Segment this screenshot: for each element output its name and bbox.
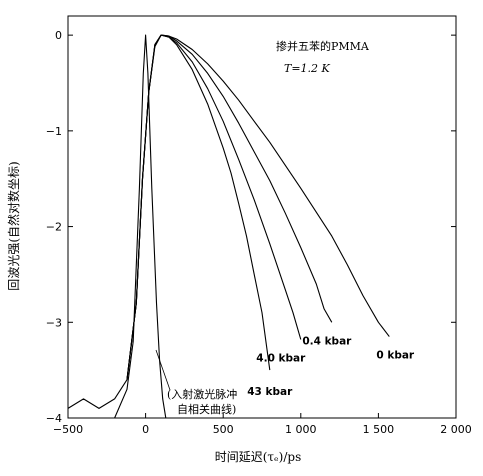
laser-note-line1: (入射激光脉冲: [167, 387, 237, 401]
x-tick-label: 1 000: [285, 423, 317, 436]
series: [67, 34, 390, 419]
x-tick-label: −500: [53, 423, 83, 436]
series-line-4: [83, 34, 167, 419]
laser-note-line2: 自相关曲线): [177, 402, 236, 416]
x-tick-label: 500: [213, 423, 234, 436]
plot-frame: [67, 15, 457, 419]
y-tick-label: −3: [46, 316, 62, 329]
curve-label-2: 4.0 kbar: [256, 353, 306, 365]
series-line-0: [67, 34, 390, 409]
axes: [67, 15, 457, 419]
laser-note-pointer: [155, 349, 171, 391]
y-tick-label: −4: [46, 412, 62, 425]
curve-label-3: 43 kbar: [247, 386, 293, 398]
x-axis-title: 时间延迟(τₑ)/ps: [215, 450, 302, 464]
ticks: −500 0 500 1 000 1 500 2 000 0 −1 −2 −3 −4: [46, 29, 472, 436]
curve-labels: 0 kbar 0.4 kbar 4.0 kbar 43 kbar: [247, 335, 415, 398]
y-tick-label: −1: [46, 125, 62, 138]
y-tick-label: 0: [55, 29, 62, 42]
temperature-annotation: T=1.2 K: [284, 62, 331, 75]
y-tick-label: −2: [46, 221, 62, 234]
sample-annotation: 掺并五苯的PMMA: [276, 39, 370, 53]
curve-label-0: 0 kbar: [376, 350, 415, 362]
y-axis-title: 回波光强(自然对数坐标): [6, 161, 21, 290]
x-tick-label: 2 000: [440, 423, 472, 436]
x-tick-label: 1 500: [363, 423, 395, 436]
x-tick-label: 0: [142, 423, 149, 436]
series-line-3: [126, 34, 271, 380]
curve-label-1: 0.4 kbar: [302, 335, 352, 347]
